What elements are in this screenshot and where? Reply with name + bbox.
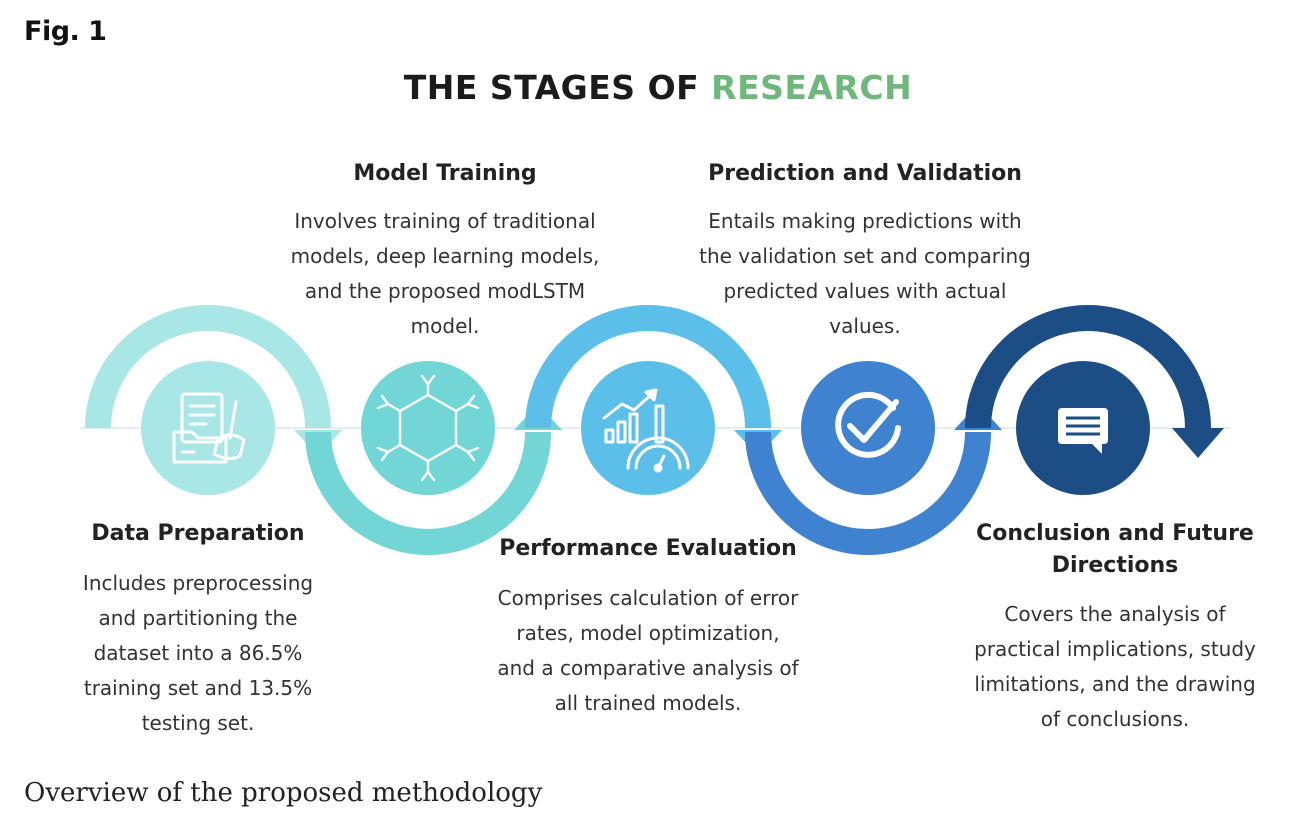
stage-2-description: Involves training of traditional models,… [235,204,655,344]
stage-3-line: rates, model optimization, [516,621,780,645]
stage-3-line: Comprises calculation of error [497,586,799,610]
stage-5-arrowhead [1172,428,1224,458]
stage-1-line: Includes preprocessing [82,571,314,595]
stage-4-description: Entails making predictions with the vali… [645,204,1085,344]
stage-4-circle [801,361,935,495]
stage-1-heading: Data Preparation [91,521,305,546]
stage-4-line: predicted values with actual [723,279,1007,303]
document-folder-broom-icon [172,392,246,464]
checkmark-circle-icon [835,391,901,458]
stage-3-circle [581,361,715,495]
stage-1-line: and partitioning the [98,606,298,630]
stages-flow-diagram [80,305,1230,555]
speech-bubble-icon [1058,408,1108,454]
stage-3-description: Comprises calculation of error rates, mo… [438,581,858,721]
stage-1-line: dataset into a 86.5% [93,641,303,665]
stage-3-heading: Performance Evaluation [499,536,797,561]
stage-1-description: Includes preprocessing and partitioning … [38,566,358,741]
stage-5-line: of conclusions. [1040,707,1190,731]
stage-2-line: Involves training of traditional [294,209,596,233]
stage-2-lower-arc [305,431,551,555]
stage-4-line: the validation set and comparing [699,244,1031,268]
diagram-title: THE STAGES OF RESEARCH [0,68,1316,107]
stage-5-line: Covers the analysis of [1004,602,1226,626]
stage-5-heading-line: Directions [1051,553,1179,578]
stage-2-line: models, deep learning models, [290,244,600,268]
title-accent: RESEARCH [711,68,913,107]
stage-2-line: and the proposed modLSTM [304,279,586,303]
stage-2-heading: Model Training [353,161,537,186]
figure-caption: Overview of the proposed methodology [24,778,543,808]
stage-1-line: testing set. [141,711,255,735]
stage-5-upper-arc [965,305,1211,429]
figure-label: Fig. 1 [24,16,107,47]
stage-5-heading: Conclusion and Future Directions [935,518,1295,582]
stage-1-line: training set and 13.5% [83,676,313,700]
neural-hexagon-icon [376,374,480,482]
stage-4-heading: Prediction and Validation [708,161,1022,186]
stage-5-description: Covers the analysis of practical implica… [925,597,1305,737]
stage-4-lower-arc [745,431,991,555]
stage-5-line: limitations, and the drawing [974,672,1256,696]
chart-gauge-icon [602,388,690,473]
stage-4-line: Entails making predictions with [708,209,1022,233]
title-main: THE STAGES OF [403,68,712,107]
stage-1-circle [141,361,275,495]
stage-5-line: practical implications, study [974,637,1256,661]
stage-2-circle [361,361,495,495]
stage-3-line: and a comparative analysis of [497,656,799,680]
stage-4-line: values. [829,314,901,338]
stage-2-line: model. [410,314,480,338]
stage-5-heading-line: Conclusion and Future [976,521,1254,546]
stage-3-line: all trained models. [554,691,742,715]
stage-1-upper-arc [85,305,331,429]
stage-3-upper-arc [525,305,771,429]
